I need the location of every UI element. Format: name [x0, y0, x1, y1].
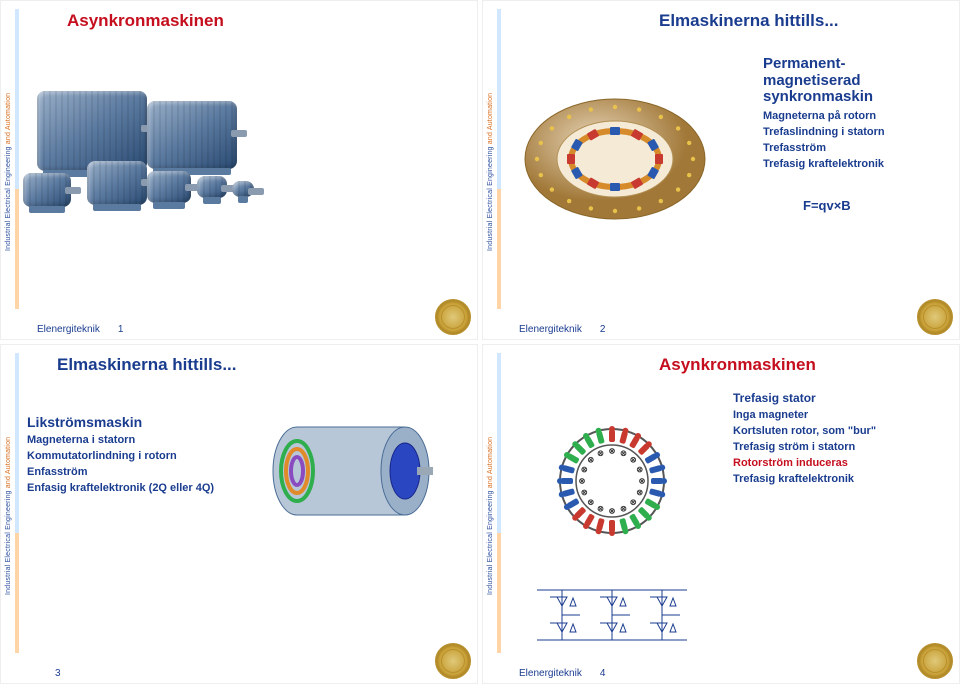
s4-b4: Rotorström induceras	[733, 457, 943, 469]
footer-page: 3	[55, 668, 61, 679]
slide3-b3: Enfasström	[27, 466, 237, 478]
motor-icon	[23, 173, 71, 207]
motor-icon	[87, 161, 147, 205]
slide4-content: Trefasig stator Inga magneter Kortsluten…	[509, 381, 949, 667]
slide3-sub: Likströmsmaskin	[27, 414, 237, 430]
slide3-title: Elmaskinerna hittills...	[57, 355, 467, 375]
slide3-b4: Enfasig kraftelektronik (2Q eller 4Q)	[27, 482, 237, 494]
slide-grid: Industrial Electrical Engineering and Au…	[0, 0, 960, 684]
cylinder-graphic	[267, 411, 437, 531]
side-label: Industrial Electrical Engineering and Au…	[487, 365, 494, 595]
stator-diagram	[527, 411, 697, 655]
slide1-title: Asynkronmaskinen	[67, 11, 467, 31]
footer-course: Elenergiteknik	[37, 324, 100, 335]
side-label-orange: and Automation	[5, 93, 12, 147]
slide2-rightcol: Permanent-magnetiserad synkronmaskin Mag…	[763, 53, 943, 213]
footer-page: 2	[600, 324, 606, 335]
university-seal-icon	[435, 299, 471, 335]
slide4-footer: Elenergiteknik 4	[483, 657, 959, 679]
motor-icon	[197, 176, 227, 198]
slide2-b1: Magneterna på rotorn	[763, 110, 943, 122]
side-label-orange: and Automation	[487, 437, 494, 491]
side-label-orange: and Automation	[487, 93, 494, 147]
slide3-b2: Kommutatorlindning i rotorn	[27, 450, 237, 462]
slide-3: Industrial Electrical Engineering and Au…	[0, 344, 478, 684]
university-seal-icon	[917, 643, 953, 679]
side-label-orange: and Automation	[5, 437, 12, 491]
slide2-sub: Permanent-magnetiserad synkronmaskin	[763, 56, 943, 106]
slide-4: Industrial Electrical Engineering and Au…	[482, 344, 960, 684]
s4-b1: Inga magneter	[733, 409, 943, 421]
s4-b5: Trefasig kraftelektronik	[733, 473, 943, 485]
footer-course: Elenergiteknik	[519, 324, 582, 335]
motor-icon	[232, 181, 254, 197]
s4-b2: Kortsluten rotor, som "bur"	[733, 425, 943, 437]
slide2-content: Permanent-magnetiserad synkronmaskin Mag…	[509, 37, 949, 323]
university-seal-icon	[435, 643, 471, 679]
accent-bar	[15, 353, 19, 653]
footer-course: Elenergiteknik	[519, 668, 582, 679]
slide-1: Industrial Electrical Engineering and Au…	[0, 0, 478, 340]
university-seal-icon	[917, 299, 953, 335]
s4-b3: Trefasig ström i statorn	[733, 441, 943, 453]
slide2-b4: Trefasig kraftelektronik	[763, 158, 943, 170]
s4-h1: Trefasig stator	[733, 391, 943, 405]
footer-page: 4	[600, 668, 606, 679]
side-label-blue: Industrial Electrical Engineering	[5, 146, 12, 251]
slide-2: Industrial Electrical Engineering and Au…	[482, 0, 960, 340]
slide3-content: Likströmsmaskin Magneterna i statorn Kom…	[27, 381, 467, 667]
slide2-title: Elmaskinerna hittills...	[659, 11, 949, 31]
motor-icon	[147, 171, 191, 203]
side-label: Industrial Electrical Engineering and Au…	[487, 21, 494, 251]
side-label: Industrial Electrical Engineering and Au…	[5, 365, 12, 595]
slide3-footer: 3	[1, 657, 477, 679]
motor-icon	[37, 91, 147, 171]
slide2-formula: F=qv×B	[803, 198, 943, 213]
side-label-blue: Industrial Electrical Engineering	[487, 490, 494, 595]
side-label-blue: Industrial Electrical Engineering	[5, 490, 12, 595]
rotor-ring-graphic	[515, 59, 715, 259]
slide3-b1: Magneterna i statorn	[27, 434, 237, 446]
slide1-content	[27, 41, 467, 327]
slide2-b3: Trefasström	[763, 142, 943, 154]
accent-bar	[497, 353, 501, 653]
slide4-rightcol: Trefasig stator Inga magneter Kortsluten…	[733, 387, 943, 489]
accent-bar	[15, 9, 19, 309]
slide1-footer: Elenergiteknik 1	[1, 313, 477, 335]
slide4-title: Asynkronmaskinen	[659, 355, 949, 375]
side-label-blue: Industrial Electrical Engineering	[487, 146, 494, 251]
motor-icon	[147, 101, 237, 169]
footer-page: 1	[118, 324, 124, 335]
motors-graphic	[27, 41, 287, 211]
accent-bar	[497, 9, 501, 309]
slide2-footer: Elenergiteknik 2	[483, 313, 959, 335]
side-label: Industrial Electrical Engineering and Au…	[5, 21, 12, 251]
slide3-leftcol: Likströmsmaskin Magneterna i statorn Kom…	[27, 411, 237, 498]
slide2-b2: Trefaslindning i statorn	[763, 126, 943, 138]
